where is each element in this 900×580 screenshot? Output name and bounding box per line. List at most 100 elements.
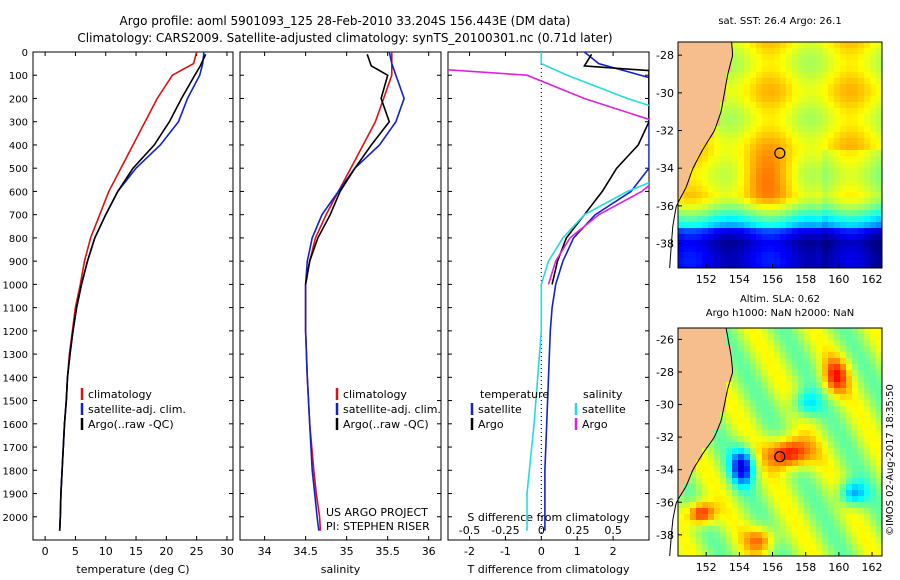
map-cell [774, 138, 781, 145]
map-cell [744, 240, 751, 247]
map-cell [792, 394, 799, 401]
map-cell [798, 442, 805, 449]
map-cell [840, 376, 847, 383]
map-cell [852, 454, 859, 461]
map-cell [798, 346, 805, 353]
map-cell [690, 240, 697, 247]
map-cell [804, 442, 811, 449]
map-cell [786, 126, 793, 133]
map-cell [690, 234, 697, 241]
land-cell [678, 364, 685, 371]
map-cell [810, 198, 817, 205]
map-cell [846, 156, 853, 163]
map-cell [822, 168, 829, 175]
map-cell [834, 156, 841, 163]
map-cell [714, 252, 721, 259]
map-cell [858, 222, 865, 229]
map-cell [744, 460, 751, 467]
map-cell [714, 150, 721, 157]
map-cell [846, 538, 853, 545]
map-cell [762, 466, 769, 473]
map-cell [756, 126, 763, 133]
map-cell [816, 466, 823, 473]
map-cell [804, 490, 811, 497]
map-cell [702, 162, 709, 169]
map-cell [846, 246, 853, 253]
map-cell [792, 48, 799, 55]
legend-label: Argo [582, 418, 608, 431]
map-cell [774, 472, 781, 479]
land-cell [678, 78, 685, 85]
map-cell [864, 252, 871, 259]
map-cell [732, 204, 739, 211]
map-cell [816, 156, 823, 163]
map-cell [744, 48, 751, 55]
map-cell [852, 144, 859, 151]
map-cell [726, 174, 733, 181]
map-cell [870, 162, 877, 169]
land-cell [696, 448, 703, 455]
map-cell [714, 228, 721, 235]
map-cell [744, 162, 751, 169]
map-cell [738, 400, 745, 407]
map-cell [870, 436, 877, 443]
map-cell [792, 388, 799, 395]
map-cell [684, 490, 691, 497]
map-cell [696, 502, 703, 509]
map-cell [828, 150, 835, 157]
map-cell [822, 478, 829, 485]
land-cell [702, 66, 709, 73]
map-cell [726, 252, 733, 259]
map-cell [738, 198, 745, 205]
map-cell [768, 162, 775, 169]
map-cell [738, 538, 745, 545]
land-cell [696, 442, 703, 449]
map-cell [816, 388, 823, 395]
top-tick-label: 0.25 [565, 524, 590, 537]
map-cell [828, 114, 835, 121]
map-cell [720, 192, 727, 199]
map-cell [732, 66, 739, 73]
map-cell [816, 96, 823, 103]
map-cell [804, 466, 811, 473]
map-cell [876, 192, 883, 199]
map-cell [834, 174, 841, 181]
map-cell [816, 66, 823, 73]
map-cell [768, 508, 775, 515]
map-cell [732, 210, 739, 217]
map-cell [756, 412, 763, 419]
map-cell [774, 382, 781, 389]
map-cell [852, 382, 859, 389]
map-cell [762, 520, 769, 527]
map-cell [732, 358, 739, 365]
map-cell [828, 520, 835, 527]
map-cell [798, 240, 805, 247]
map-cell [870, 198, 877, 205]
land-cell [714, 370, 721, 377]
map-cell [744, 186, 751, 193]
map-cell [756, 424, 763, 431]
land-cell [684, 454, 691, 461]
map-cell [768, 126, 775, 133]
map-cell [714, 180, 721, 187]
map-cell [762, 382, 769, 389]
map-cell [762, 406, 769, 413]
map-cell [822, 472, 829, 479]
map-cell [762, 132, 769, 139]
title-line-1: Argo profile: aoml 5901093_125 28-Feb-20… [120, 14, 571, 28]
map-cell [726, 150, 733, 157]
map-cell [768, 526, 775, 533]
map-cell [810, 376, 817, 383]
map-cell [726, 502, 733, 509]
map-cell [756, 382, 763, 389]
map-cell [744, 520, 751, 527]
map-cell [678, 258, 685, 265]
map-cell [726, 436, 733, 443]
map-cell [864, 156, 871, 163]
map-cell [810, 138, 817, 145]
map-cell [756, 538, 763, 545]
map-cell [810, 174, 817, 181]
land-cell [696, 394, 703, 401]
map-cell [804, 394, 811, 401]
map-cell [744, 328, 751, 335]
